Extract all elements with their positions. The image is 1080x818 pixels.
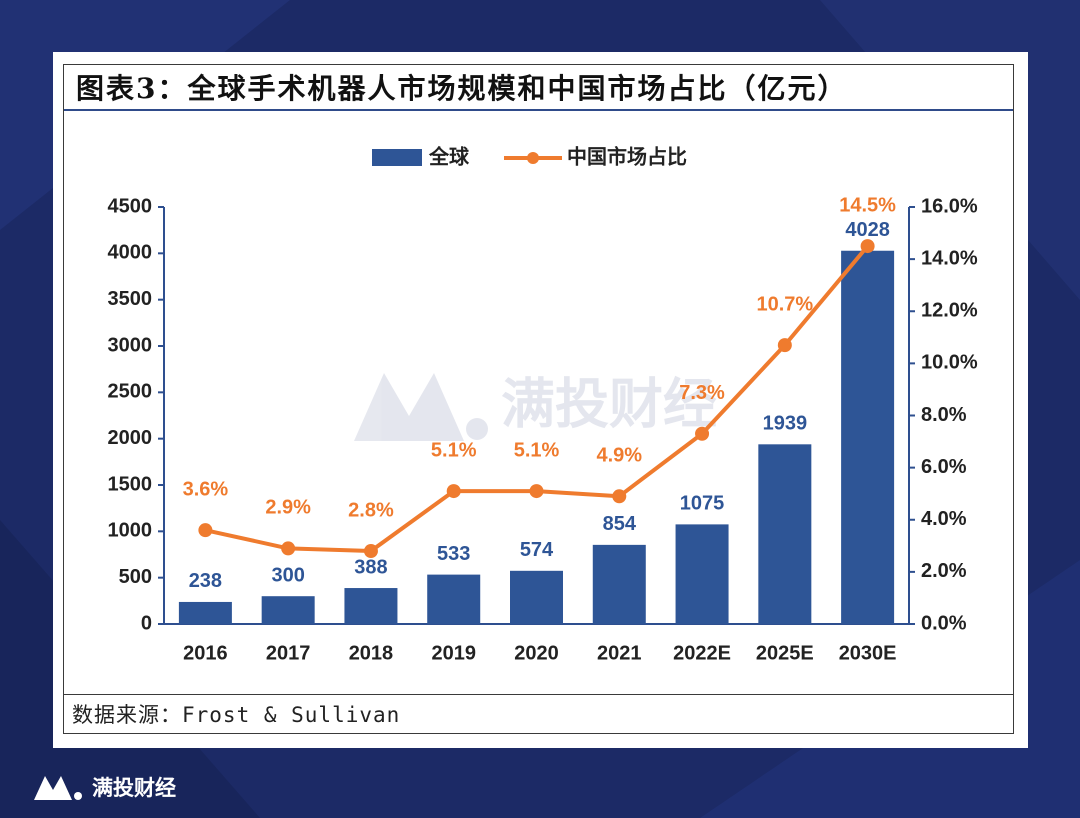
y-left-tick-label: 3500 [108,288,153,310]
y-right-tick-label: 8.0% [921,404,967,426]
legend-label-bar: 全球 [428,144,470,168]
y-right-tick-label: 2.0% [921,560,967,582]
bar-value-label: 300 [271,564,304,586]
y-right-tick-label: 6.0% [921,456,967,478]
bar-value-label: 854 [603,513,637,535]
x-tick-label: 2022E [673,642,731,664]
bar-value-label: 238 [189,570,222,592]
line-value-label: 14.5% [839,194,896,216]
line-point [363,544,378,559]
line-value-label: 2.9% [265,497,311,519]
line-value-label: 2.8% [348,499,394,521]
bar [344,588,398,624]
title-bar: 图表3：全球手术机器人市场规模和中国市场占比（亿元） [64,65,1013,111]
line-point [860,239,875,254]
y-right-tick-label: 4.0% [921,508,967,530]
line-value-label: 5.1% [431,439,477,461]
y-right-tick-label: 16.0% [921,195,978,217]
line-value-label: 10.7% [756,293,813,315]
legend-marker-line [527,152,539,164]
bar [675,524,729,624]
legend-label-line: 中国市场占比 [567,144,687,168]
y-left-tick-label: 2000 [108,427,153,449]
bar-value-label: 1075 [680,493,725,515]
y-left-tick-label: 0 [141,612,152,634]
bar [841,250,895,625]
x-tick-label: 2016 [183,642,228,664]
line-point [612,489,627,504]
line-point [529,484,544,499]
watermark-dot [466,418,488,440]
y-left-tick-label: 4500 [108,195,153,217]
bar-value-label: 4028 [845,219,890,241]
y-left-tick-label: 3000 [108,334,153,356]
y-right-tick-label: 14.0% [921,247,978,269]
footer-brand: 满投财经 [32,772,176,802]
chart-title: 图表3：全球手术机器人市场规模和中国市场占比（亿元） [76,72,848,105]
y-left-tick-label: 4000 [108,242,153,264]
bar [178,601,232,624]
watermark: 满投财经 [354,373,717,441]
bar [510,570,563,624]
chart-area: 满投财经 全球 中国市场占比 0 500 1000 1500 2000 2500 3000 3500… [108,144,978,664]
line-value-label: 5.1% [514,439,560,461]
x-tick-label: 2019 [431,642,476,664]
watermark-text: 满投财经 [501,374,717,434]
bar [261,596,315,624]
bar-value-label: 533 [437,543,470,565]
source-bar: 数据来源：Frost & Sullivan [64,694,1013,733]
x-tick-label: 2020 [514,642,559,664]
watermark-logo-icon [354,373,464,441]
line-point [446,484,461,499]
line-value-label: 7.3% [679,382,725,404]
y-right-tick-label: 0.0% [921,612,967,634]
y-left-tick-label: 2500 [108,381,153,403]
y-right-tick-label: 10.0% [921,352,978,374]
legend-swatch-bar [372,149,422,166]
line-point [695,426,710,441]
x-tick-label: 2025E [756,642,814,664]
bar [427,574,481,624]
x-tick-label: 2030E [839,642,897,664]
line-value-label: 4.9% [596,445,642,467]
bar-value-label: 574 [520,539,554,561]
bar [592,544,646,624]
y-right-tick-label: 12.0% [921,300,978,322]
footer-brand-text: 满投财经 [92,776,176,800]
bar [758,444,812,624]
line-point [198,523,213,538]
x-tick-label: 2021 [597,642,642,664]
line-point [281,541,296,556]
bar-value-label: 1939 [763,413,808,435]
y-left-tick-label: 1000 [108,520,153,542]
line-value-label: 3.6% [183,478,229,500]
y-left-tick-label: 1500 [108,473,153,495]
chart-frame: 图表3：全球手术机器人市场规模和中国市场占比（亿元） 满投财经 全球 中国市场占比 0… [63,64,1014,734]
chart-card: 图表3：全球手术机器人市场规模和中国市场占比（亿元） 满投财经 全球 中国市场占比 0… [53,52,1028,748]
source-text: 数据来源：Frost & Sullivan [72,703,401,727]
brand-logo-icon [34,776,82,800]
line-point [777,338,792,353]
bar-value-label: 388 [354,556,387,578]
x-tick-label: 2018 [349,642,394,664]
y-left-tick-label: 500 [119,566,152,588]
x-tick-label: 2017 [266,642,311,664]
